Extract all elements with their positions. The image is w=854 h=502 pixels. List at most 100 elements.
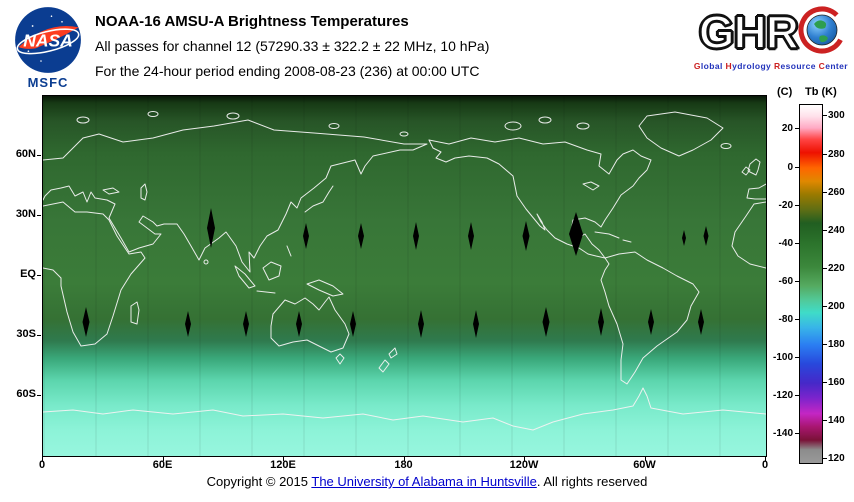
colorbar-kelvin-tick — [823, 191, 827, 193]
y-axis-label: EQ — [20, 268, 36, 280]
y-axis-tick — [37, 275, 41, 276]
colorbar-celsius-label: 20 — [781, 123, 793, 135]
ghrc-tagline-word: lobal — [700, 61, 723, 71]
x-axis-tick — [765, 457, 766, 461]
ghrc-logo[interactable]: GHR Global Hydrology R — [693, 3, 848, 72]
y-axis-tick — [37, 395, 41, 396]
nasa-logo[interactable]: NASA MSFC — [10, 5, 86, 90]
y-axis-label: 60S — [16, 388, 36, 400]
data-gap-diamond — [648, 309, 654, 335]
colorbar-kelvin-tick — [823, 420, 827, 422]
data-gap-diamond — [682, 230, 686, 246]
brightness-temperature-map — [42, 95, 767, 457]
colorbar-celsius-tick — [795, 242, 799, 244]
x-axis-label: 120W — [509, 459, 539, 471]
data-gap-diamond — [350, 311, 356, 337]
ghrc-tagline-word: esource — [780, 61, 816, 71]
colorbar-celsius-label: -40 — [778, 237, 793, 249]
data-gap-diamond — [522, 221, 530, 251]
coastlines-layer — [43, 111, 766, 431]
x-axis-tick — [283, 457, 284, 461]
y-axis-label: 60N — [15, 148, 36, 160]
y-axis-tick — [37, 215, 41, 216]
university-link[interactable]: The University of Alabama in Huntsville — [311, 474, 537, 489]
colorbar-kelvin-label: 160 — [828, 377, 845, 389]
y-axis-tick — [37, 335, 41, 336]
ghrc-tagline-initial: R — [773, 61, 781, 71]
colorbar-celsius-tick — [795, 166, 799, 168]
data-gap-diamond — [303, 223, 309, 249]
copyright-footer: Copyright © 2015 The University of Alaba… — [0, 474, 854, 489]
data-gap-diamond — [698, 309, 704, 335]
data-gap-diamond — [468, 222, 474, 250]
ghrc-tagline-initial: H — [725, 61, 733, 71]
colorbar-kelvin-label: 300 — [828, 110, 845, 122]
ghrc-tagline-initial: C — [818, 61, 826, 71]
title-block: NOAA-16 AMSU-A Brightness Temperatures A… — [95, 9, 489, 84]
colorbar-kelvin-label: 260 — [828, 186, 845, 198]
colorbar-kelvin-tick — [823, 267, 827, 269]
colorbar-celsius-tick — [795, 395, 799, 397]
x-axis-label: 180 — [394, 459, 413, 471]
data-gap-diamond — [473, 310, 479, 338]
colorbar-celsius-tick — [795, 128, 799, 130]
colorbar-kelvin-label: 200 — [828, 300, 845, 312]
colorbar-celsius-label: -60 — [778, 275, 793, 287]
ghrc-tagline-initial: G — [693, 61, 701, 71]
y-axis-label: 30S — [16, 328, 36, 340]
channel-subtitle: All passes for channel 12 (57290.33 ± 32… — [95, 38, 490, 54]
colorbar-celsius-label: -140 — [772, 428, 793, 440]
colorbar-kelvin-label: 140 — [828, 415, 845, 427]
x-axis-tick — [524, 457, 525, 461]
data-gap-diamond — [703, 226, 709, 246]
data-gap-diamond — [542, 307, 550, 337]
data-gap-diamond — [296, 311, 302, 337]
colorbar-celsius-header: (C) — [777, 86, 793, 98]
colorbar-celsius-label: -20 — [778, 199, 793, 211]
colorbar-kelvin-label: 280 — [828, 148, 845, 160]
colorbar-celsius-label: -120 — [772, 390, 793, 402]
map-overlay — [43, 111, 766, 431]
x-axis-tick — [162, 457, 164, 461]
x-axis-label: 60E — [152, 459, 173, 471]
page-title: NOAA-16 AMSU-A Brightness Temperatures — [95, 13, 409, 30]
data-gap-diamond — [82, 307, 90, 337]
x-axis-tick — [42, 457, 43, 461]
data-gap-diamond — [598, 308, 604, 336]
colorbar-celsius-label: -80 — [778, 313, 793, 325]
colorbar-celsius-tick — [795, 204, 799, 206]
ghrc-globe-icon — [798, 3, 848, 60]
colorbar-celsius-tick — [795, 433, 799, 435]
colorbar-kelvin-tick — [823, 343, 827, 345]
colorbar-kelvin-label: 240 — [828, 224, 845, 236]
colorbar-celsius-label: -100 — [772, 351, 793, 363]
colorbar-kelvin-tick — [823, 115, 827, 117]
ghrc-letters: GHR — [698, 5, 800, 59]
data-gap-diamond — [418, 310, 424, 338]
data-gap-diamond — [569, 212, 583, 256]
colorbar-celsius-tick — [795, 318, 799, 320]
x-axis-tick — [644, 457, 646, 461]
colorbar-kelvin-tick — [823, 229, 827, 231]
data-gap-diamond — [413, 222, 419, 250]
svg-text:NASA: NASA — [23, 30, 73, 50]
data-gap-diamond — [185, 311, 191, 337]
ghrc-tagline-word: ydrology — [732, 61, 772, 71]
x-axis-label: 60W — [633, 459, 656, 471]
colorbar-kelvin-tick — [823, 305, 827, 307]
colorbar-kelvin-tick — [823, 458, 827, 460]
x-axis-tick — [403, 457, 405, 461]
data-gap-diamond — [243, 311, 249, 337]
swath-shading — [43, 96, 766, 456]
data-gap-diamond — [207, 208, 215, 248]
colorbar-celsius-tick — [795, 356, 799, 358]
colorbar-celsius-tick — [795, 280, 799, 282]
colorbar — [799, 104, 823, 464]
colorbar-kelvin-tick — [823, 382, 827, 384]
colorbar-kelvin-label: 220 — [828, 262, 845, 274]
y-axis-label: 30N — [15, 208, 36, 220]
colorbar-kelvin-label: 180 — [828, 338, 845, 350]
colorbar-kelvin-tick — [823, 153, 827, 155]
data-gap-diamond — [358, 223, 364, 249]
